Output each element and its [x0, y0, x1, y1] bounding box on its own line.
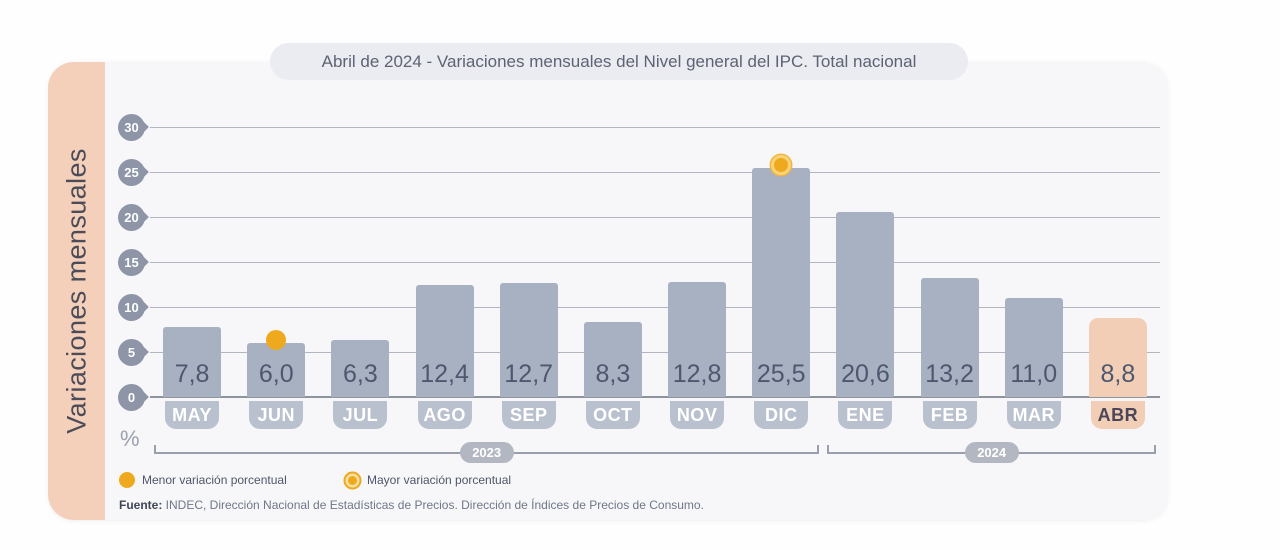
y-axis-tick-0: 0: [118, 383, 145, 411]
bar-value-may: 7,8: [174, 360, 210, 388]
month-label-jun: JUN: [249, 401, 304, 429]
bar-ago: [415, 285, 474, 397]
y-axis-label-strip: Variaciones mensuales: [48, 62, 105, 520]
month-label-may: MAY: [165, 401, 220, 429]
bar-value-abr: 8,8: [1100, 360, 1136, 388]
gridline-5: [150, 351, 1160, 353]
month-label-feb: FEB: [922, 401, 977, 429]
y-axis-tick-5: 5: [118, 338, 145, 366]
bar-nov: [668, 281, 727, 397]
bar-feb: [920, 278, 979, 397]
gridline-30: [150, 126, 1160, 128]
month-label-ene: ENE: [838, 401, 893, 429]
bar-oct: [583, 322, 642, 397]
chart-title: Abril de 2024 - Variaciones mensuales de…: [270, 43, 968, 80]
year-label-2024: 2024: [964, 442, 1019, 463]
month-label-nov: NOV: [670, 401, 725, 429]
menor-variacion-dot-icon: [119, 472, 135, 488]
y-axis-tick-25: 25: [118, 158, 145, 186]
bar-value-feb: 13,2: [925, 360, 974, 388]
year-label-2023: 2023: [459, 442, 514, 463]
gridline-10: [150, 306, 1160, 308]
bar-value-dic: 25,5: [756, 360, 806, 388]
bar-dic: [752, 167, 811, 397]
month-label-jul: JUL: [333, 401, 388, 429]
bar-value-nov: 12,8: [672, 360, 722, 388]
month-label-mar: MAR: [1006, 401, 1061, 429]
bar-value-mar: 11,0: [1010, 360, 1058, 388]
bar-value-ene: 20,6: [841, 360, 890, 388]
bar-may: [163, 326, 222, 397]
month-label-oct: OCT: [585, 401, 640, 429]
marker-min-dot-icon: [266, 330, 287, 350]
chart-card: Variaciones mensuales: [48, 62, 1168, 520]
source-note: Fuente: INDEC, Dirección Nacional de Est…: [119, 498, 704, 512]
y-axis-tick-20: 20: [118, 203, 145, 231]
month-label-sep: SEP: [501, 401, 556, 429]
bar-jul: [331, 340, 390, 397]
y-axis-tick-30: 30: [118, 113, 145, 141]
bar-ene: [836, 211, 895, 397]
gridline-20: [150, 216, 1160, 218]
gridline-25: [150, 171, 1160, 173]
mayor-variacion-dot-icon: [348, 475, 357, 485]
bar-value-jun: 6,0: [258, 360, 294, 388]
y-axis-tick-15: 15: [118, 248, 145, 276]
bar-value-sep: 12,7: [504, 360, 554, 388]
month-label-abr: ABR: [1090, 401, 1145, 429]
source-prefix: Fuente:: [119, 498, 163, 512]
bar-value-ago: 12,4: [420, 360, 469, 388]
chart-title-text: Abril de 2024 - Variaciones mensuales de…: [321, 51, 917, 71]
bar-sep: [499, 282, 558, 397]
marker-max-dot-icon: [774, 157, 789, 172]
bar-value-oct: 8,3: [595, 360, 631, 388]
bar-jun: [247, 343, 306, 397]
legend-item-mayor: Mayor variación porcentual: [345, 471, 511, 489]
bar-abr: [1088, 317, 1147, 397]
percent-unit-label: %: [120, 426, 140, 451]
legend-label-menor: Menor variación porcentual: [142, 473, 287, 487]
month-label-ago: AGO: [417, 401, 472, 429]
bar-value-jul: 6,3: [343, 360, 378, 388]
gridline-15: [150, 261, 1160, 263]
legend-item-menor: Menor variación porcentual: [119, 471, 287, 489]
month-label-dic: DIC: [754, 401, 809, 429]
bar-mar: [1004, 298, 1063, 397]
legend-label-mayor: Mayor variación porcentual: [367, 473, 512, 487]
y-axis-tick-10: 10: [118, 293, 145, 321]
gridline-0: [150, 396, 1160, 398]
source-text: INDEC, Dirección Nacional de Estadística…: [162, 498, 704, 512]
